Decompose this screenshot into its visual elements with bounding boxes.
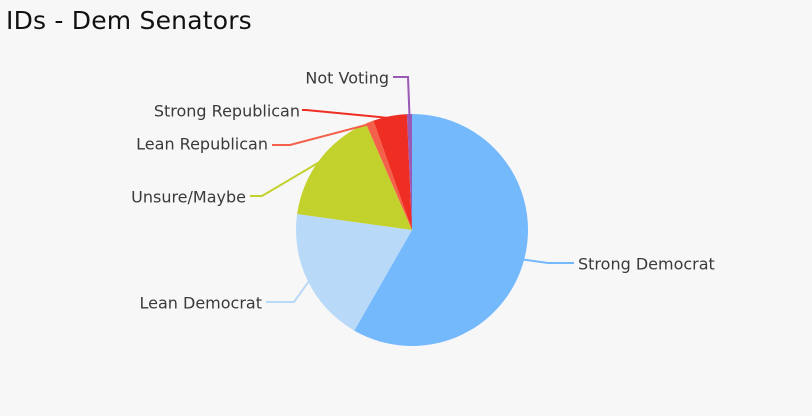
slice-not-voting[interactable] xyxy=(406,114,412,230)
label-strong-republican: Strong Republican xyxy=(154,102,300,121)
leader-line-strong-republican xyxy=(302,109,391,120)
label-not-voting: Not Voting xyxy=(305,69,389,88)
slice-unsure-maybe[interactable] xyxy=(297,123,412,230)
slice-strong-democrat[interactable] xyxy=(354,114,529,346)
label-lean-republican: Lean Republican xyxy=(136,135,268,154)
slice-lean-democrat[interactable] xyxy=(296,214,412,331)
slice-strong-republican[interactable] xyxy=(373,114,412,230)
chart-title: IDs - Dem Senators xyxy=(6,6,252,35)
label-lean-democrat: Lean Democrat xyxy=(140,294,263,313)
labels-group: Strong Democrat Lean Democrat Unsure/Maybe… xyxy=(131,69,715,313)
leader-line-strong-democrat xyxy=(522,258,574,264)
label-unsure-maybe: Unsure/Maybe xyxy=(131,188,246,207)
slice-lean-republican[interactable] xyxy=(365,120,412,230)
leader-lines-group xyxy=(250,76,574,303)
leader-line-not-voting xyxy=(393,76,411,117)
leader-line-unsure-maybe xyxy=(250,160,322,197)
slices-group xyxy=(296,114,529,346)
leader-line-lean-republican xyxy=(272,122,371,146)
leader-line-lean-democrat xyxy=(266,279,311,303)
label-strong-democrat: Strong Democrat xyxy=(578,255,715,274)
